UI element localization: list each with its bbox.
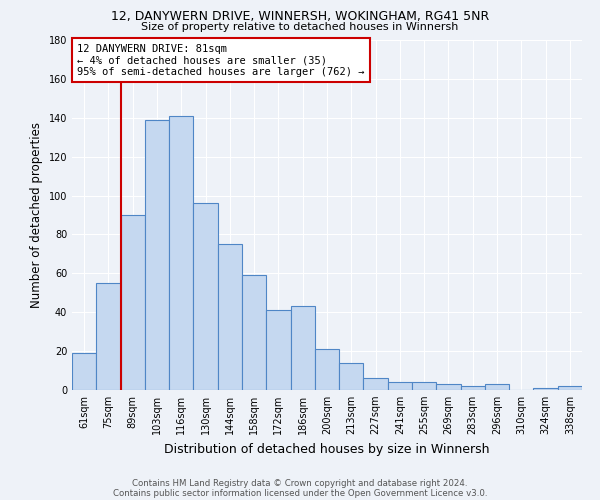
- Bar: [558, 386, 582, 390]
- Bar: [339, 363, 364, 390]
- X-axis label: Distribution of detached houses by size in Winnersh: Distribution of detached houses by size …: [164, 442, 490, 456]
- Text: Size of property relative to detached houses in Winnersh: Size of property relative to detached ho…: [142, 22, 458, 32]
- Bar: [169, 116, 193, 390]
- Bar: [364, 378, 388, 390]
- Text: 12, DANYWERN DRIVE, WINNERSH, WOKINGHAM, RG41 5NR: 12, DANYWERN DRIVE, WINNERSH, WOKINGHAM,…: [111, 10, 489, 23]
- Text: Contains public sector information licensed under the Open Government Licence v3: Contains public sector information licen…: [113, 488, 487, 498]
- Bar: [412, 382, 436, 390]
- Bar: [266, 310, 290, 390]
- Text: 12 DANYWERN DRIVE: 81sqm
← 4% of detached houses are smaller (35)
95% of semi-de: 12 DANYWERN DRIVE: 81sqm ← 4% of detache…: [77, 44, 365, 76]
- Y-axis label: Number of detached properties: Number of detached properties: [30, 122, 43, 308]
- Bar: [388, 382, 412, 390]
- Bar: [461, 386, 485, 390]
- Bar: [533, 388, 558, 390]
- Bar: [96, 283, 121, 390]
- Bar: [290, 306, 315, 390]
- Bar: [145, 120, 169, 390]
- Bar: [436, 384, 461, 390]
- Bar: [242, 276, 266, 390]
- Bar: [315, 349, 339, 390]
- Bar: [193, 204, 218, 390]
- Bar: [485, 384, 509, 390]
- Bar: [218, 244, 242, 390]
- Bar: [121, 215, 145, 390]
- Bar: [72, 353, 96, 390]
- Text: Contains HM Land Registry data © Crown copyright and database right 2024.: Contains HM Land Registry data © Crown c…: [132, 478, 468, 488]
